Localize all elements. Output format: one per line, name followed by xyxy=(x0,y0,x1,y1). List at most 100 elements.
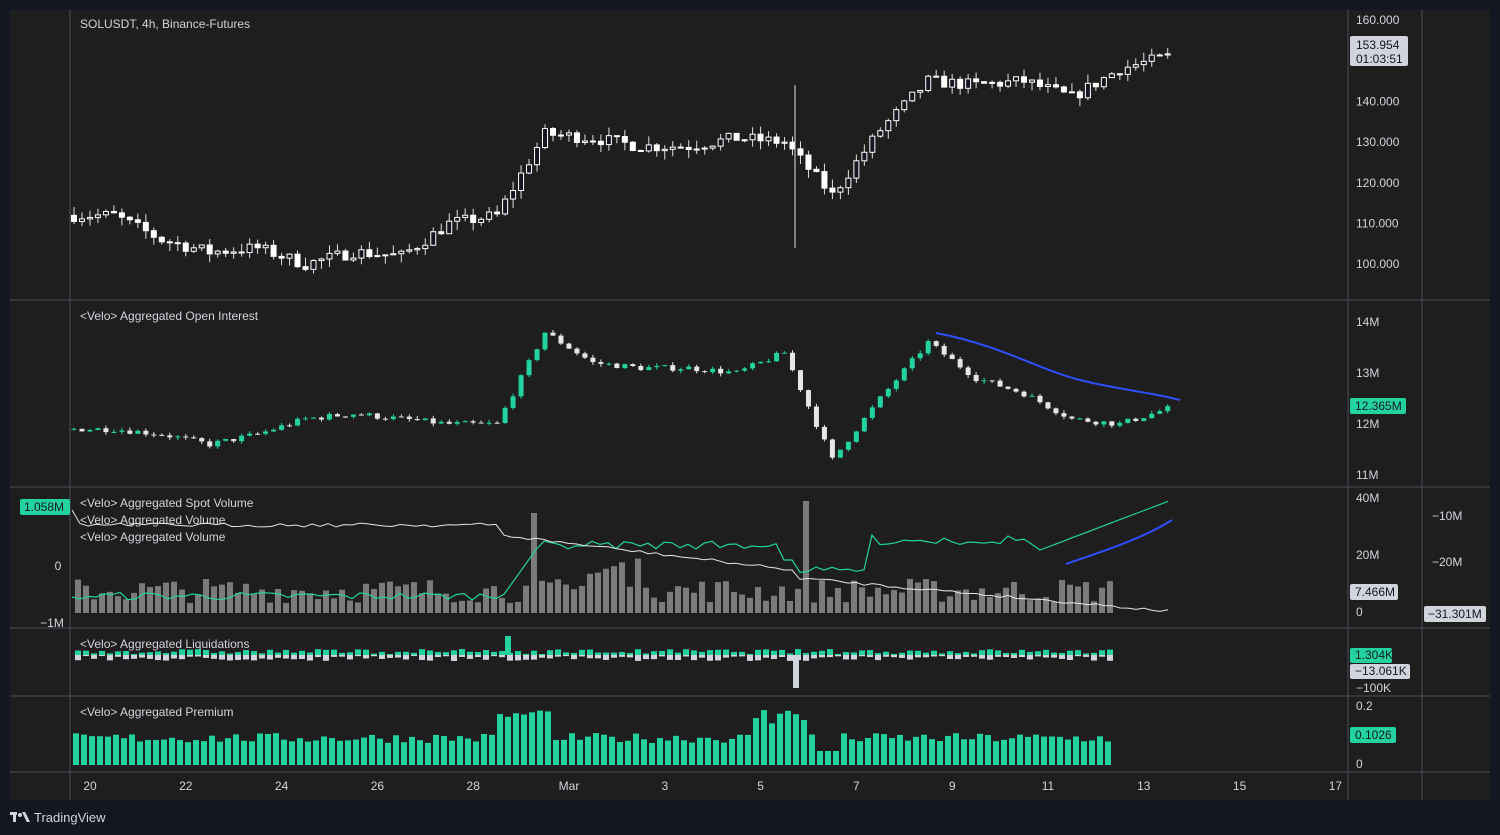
liq-short-bar xyxy=(251,655,257,661)
volume-bar xyxy=(211,586,217,613)
volume-moving-average-line xyxy=(1065,519,1173,565)
premium-bar xyxy=(937,741,943,765)
premium-bar xyxy=(713,740,719,765)
volume-bar xyxy=(491,586,497,613)
price-candle-body xyxy=(909,91,916,102)
liq-long-bar xyxy=(115,651,121,655)
liq-short-bar xyxy=(355,655,361,657)
price-candle-body xyxy=(853,160,860,179)
liq-short-bar xyxy=(1003,655,1009,658)
oi-candle-body xyxy=(965,367,971,376)
countdown-label: 01:03:51 xyxy=(1356,52,1403,66)
liq-long-bar xyxy=(451,650,457,655)
liq-short-bar xyxy=(155,655,161,661)
price-candle-body xyxy=(1044,84,1051,87)
price-candle-body xyxy=(981,81,988,84)
liq-short-bar xyxy=(187,655,193,657)
liq-short-bar xyxy=(411,655,417,657)
volume-bar xyxy=(939,601,945,613)
premium-bar xyxy=(201,741,207,765)
liq-short-bar xyxy=(307,655,313,661)
oi-candle-body xyxy=(406,416,412,419)
liq-short-bar xyxy=(179,655,185,660)
liq-short-bar xyxy=(459,655,465,657)
price-candle-body xyxy=(629,141,636,151)
liq-short-bar xyxy=(451,655,457,661)
x-tick-label: 20 xyxy=(83,779,97,793)
premium-bar xyxy=(593,733,599,765)
price-candle-body xyxy=(550,128,556,136)
x-tick-label: 9 xyxy=(949,779,956,793)
volume-bar xyxy=(563,584,569,613)
price-candle-body xyxy=(1092,82,1099,88)
premium-bar xyxy=(657,738,663,765)
oi-candle-body xyxy=(478,422,484,424)
liq-short-bar xyxy=(819,655,825,658)
volume-bar xyxy=(515,601,521,613)
footer[interactable]: TradingView xyxy=(10,806,106,828)
price-candle-body xyxy=(174,242,181,245)
price-candle-body xyxy=(749,133,756,141)
premium-bar xyxy=(609,736,615,765)
volume-y-tick: 0 xyxy=(1356,605,1363,619)
price-candle-body xyxy=(158,236,165,243)
liq-long-bar xyxy=(227,653,233,655)
oi-candle-body xyxy=(159,434,165,436)
volume-bar xyxy=(1107,581,1113,613)
liq-long-bar xyxy=(635,649,641,655)
liq-short-bar xyxy=(171,655,177,659)
premium-bar xyxy=(689,742,695,765)
liq-long-bar xyxy=(75,650,81,655)
liq-long-bar xyxy=(803,653,809,655)
price-candle-body xyxy=(190,247,197,252)
oi-candle-body xyxy=(750,363,756,369)
liq-short-bar xyxy=(235,655,241,660)
price-candle-body xyxy=(150,230,157,238)
oi-y-tick: 14M xyxy=(1356,315,1379,329)
liq-short-bar xyxy=(539,655,545,658)
oi-candle-body xyxy=(1125,418,1131,423)
oi-candle-body xyxy=(446,421,452,424)
liq-long-bar xyxy=(1067,650,1073,655)
volume-bar xyxy=(627,586,633,613)
x-tick-label: 22 xyxy=(179,779,193,793)
liq-long-bar xyxy=(291,652,297,655)
volume-bar xyxy=(811,602,817,613)
price-candle-body xyxy=(869,135,876,153)
liq-short-bar xyxy=(203,655,209,658)
oi-y-tick: 13M xyxy=(1356,366,1379,380)
premium-bar xyxy=(617,742,623,765)
premium-bar xyxy=(777,713,783,765)
liq-short-bar xyxy=(827,655,833,658)
liq-short-bar xyxy=(843,655,849,660)
price-candle-body xyxy=(398,250,405,255)
price-candle-body xyxy=(542,128,549,149)
volume-left-tick: −1M xyxy=(40,616,64,630)
price-candle-body xyxy=(134,219,141,223)
premium-bar xyxy=(545,711,551,765)
volume-bar xyxy=(707,602,713,613)
liq-long-bar xyxy=(1075,650,1081,655)
liq-long-bar xyxy=(835,653,841,655)
volume-bar xyxy=(1043,597,1049,613)
price-y-tick: 120.000 xyxy=(1356,176,1400,190)
oi-candle-body xyxy=(382,418,388,420)
volume-bar xyxy=(963,589,969,613)
oi-y-tick: 11M xyxy=(1356,468,1378,482)
volume-y-tick: 20M xyxy=(1356,548,1379,562)
oi-candle-body xyxy=(183,436,189,438)
liq-short-bar xyxy=(483,655,489,660)
liq-long-bar xyxy=(307,652,313,655)
volume-bar xyxy=(739,594,745,613)
liq-short-bar xyxy=(427,655,433,661)
premium-bar xyxy=(801,720,807,765)
volume-bar xyxy=(451,602,457,613)
liq-short-bar xyxy=(1035,655,1041,657)
premium-bar xyxy=(985,735,991,765)
oi-candle-body xyxy=(175,436,181,438)
liq-long-bar xyxy=(515,651,521,655)
liq-short-bar xyxy=(115,655,121,657)
volume-bar xyxy=(875,587,881,613)
liq-long-bar xyxy=(971,653,977,655)
